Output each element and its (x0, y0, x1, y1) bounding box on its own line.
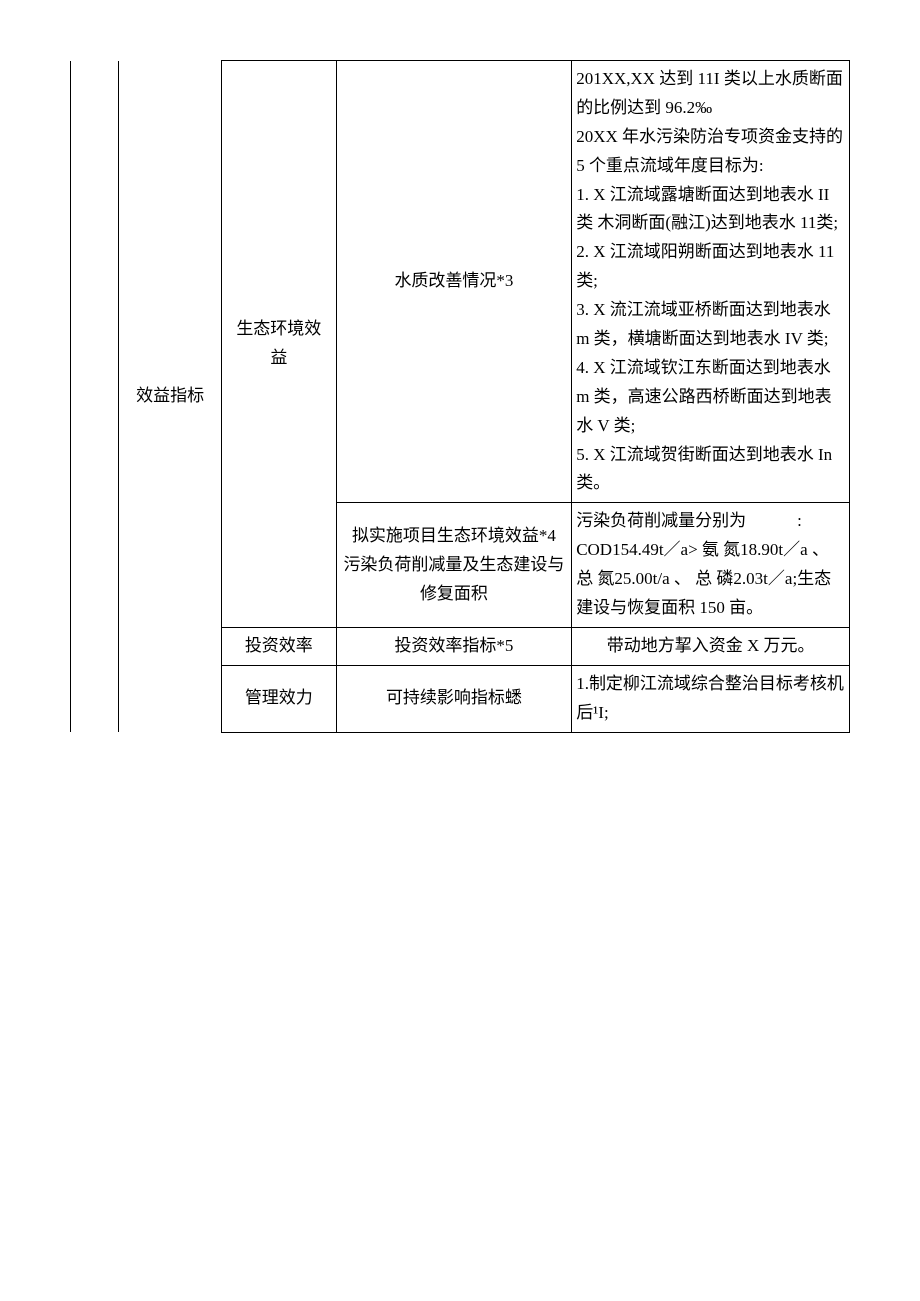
investment-cell: 投资效率 (221, 627, 336, 665)
sustainable-detail-cell: 1.制定柳江流域综合整治目标考核机 后¹I; (572, 665, 850, 732)
eco-benefit-cell: 生态环境效益 (221, 61, 336, 628)
water-quality-label: 水质改善情况*3 (394, 271, 513, 290)
management-cell: 管理效力 (221, 665, 336, 732)
project-eco-detail: 污染负荷削减量分别为 : COD154.49t／a> 氨 氮18.90t／a 、… (576, 511, 831, 617)
sustainable-detail: 1.制定柳江流域综合整治目标考核机 后¹I; (576, 674, 844, 722)
management-label: 管理效力 (245, 688, 313, 707)
water-quality-detail-cell: 201XX,XX 达到 11I 类以上水质断面的比例达到 96.2‰ 20XX … (572, 61, 850, 503)
table-row: 效益指标 生态环境效益 水质改善情况*3 201XX,XX 达到 11I 类以上… (71, 61, 850, 503)
eco-benefit-label: 生态环境效益 (236, 319, 321, 367)
project-eco-label: 拟实施项目生态环境效益*4 污染负荷削减量及生态建设与修复面积 (343, 526, 564, 603)
investment-indicator-label: 投资效率指标*5 (394, 636, 513, 655)
project-eco-cell: 拟实施项目生态环境效益*4 污染负荷削减量及生态建设与修复面积 (336, 503, 572, 628)
indicator-table: 效益指标 生态环境效益 水质改善情况*3 201XX,XX 达到 11I 类以上… (70, 60, 850, 733)
investment-detail-cell: 带动地方挈入资金 X 万元。 (572, 627, 850, 665)
investment-detail: 带动地方挈入资金 X 万元。 (607, 636, 815, 655)
sustainable-label: 可持续影响指标蟋 (386, 688, 522, 707)
benefit-indicator-label: 效益指标 (136, 386, 204, 405)
investment-label: 投资效率 (245, 636, 313, 655)
investment-indicator-cell: 投资效率指标*5 (336, 627, 572, 665)
category-cell-2: 效益指标 (119, 61, 222, 733)
category-cell-1 (71, 61, 119, 733)
water-quality-detail: 201XX,XX 达到 11I 类以上水质断面的比例达到 96.2‰ 20XX … (576, 69, 843, 492)
water-quality-cell: 水质改善情况*3 (336, 61, 572, 503)
sustainable-cell: 可持续影响指标蟋 (336, 665, 572, 732)
project-eco-detail-cell: 污染负荷削减量分别为 : COD154.49t／a> 氨 氮18.90t／a 、… (572, 503, 850, 628)
